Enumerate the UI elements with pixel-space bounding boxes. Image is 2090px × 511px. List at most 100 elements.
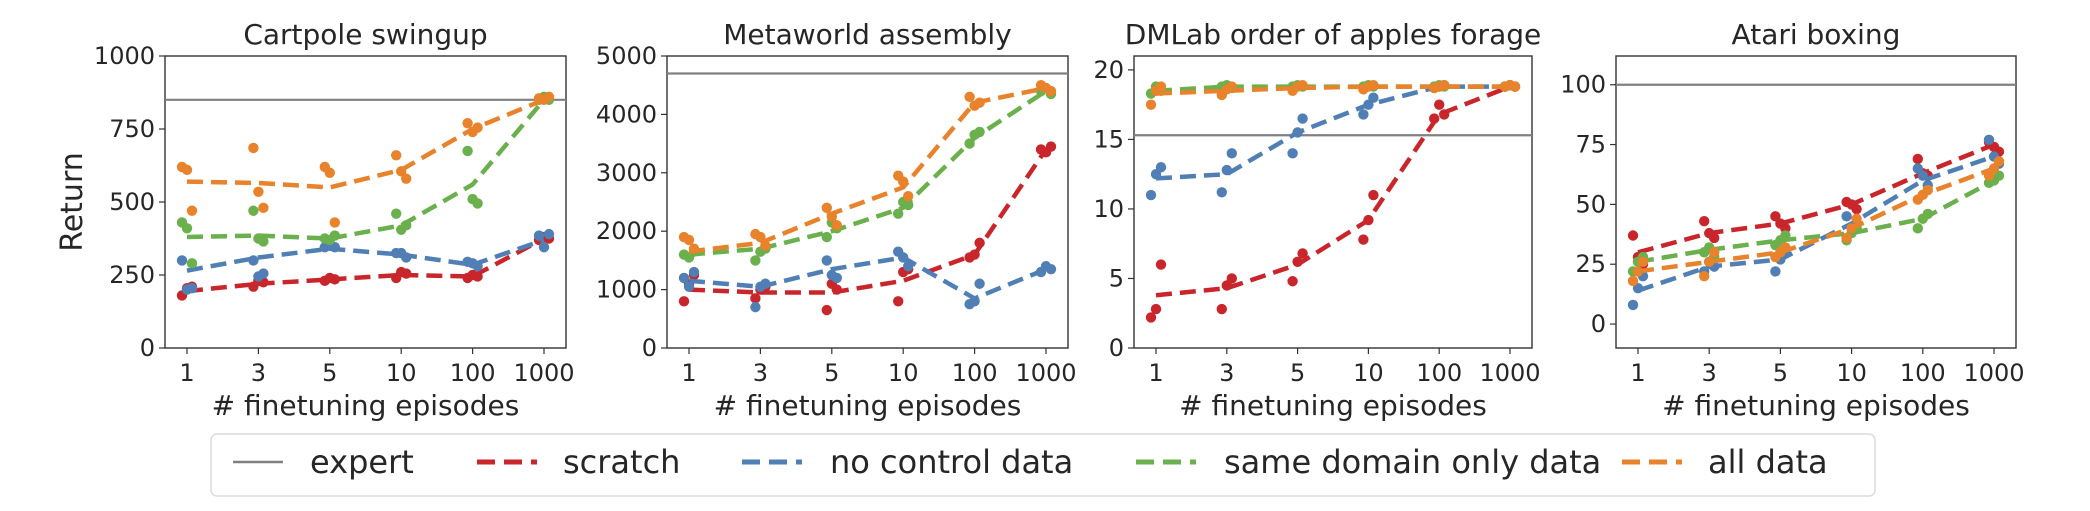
data-point-scratch (831, 284, 842, 295)
data-point-scratch (1292, 256, 1303, 267)
data-point-no_control (258, 268, 269, 279)
data-point-all_data (186, 205, 198, 216)
series-line-all_data (688, 85, 1047, 254)
data-point-no_control (1145, 189, 1157, 201)
data-point-same_domain (329, 230, 340, 241)
data-point-same_domain (821, 231, 832, 243)
data-point-no_control (1155, 162, 1167, 173)
x-tick-label: 100 (1416, 359, 1462, 387)
y-tick-label: 0 (140, 334, 155, 362)
data-point-scratch (472, 271, 483, 282)
data-point-all_data (964, 91, 975, 103)
data-point-no_control (678, 272, 690, 284)
data-point-scratch (1780, 223, 1791, 234)
data-point-scratch (1627, 230, 1639, 241)
x-tick-label: 3 (753, 359, 768, 387)
y-tick-label: 250 (109, 261, 155, 289)
data-point-no_control (1358, 109, 1369, 120)
data-point-scratch (1045, 141, 1057, 152)
x-tick-label: 1 (179, 359, 194, 387)
data-point-scratch (1287, 276, 1298, 287)
series-line-scratch (1637, 142, 1995, 255)
y-tick-label: 20 (1093, 56, 1124, 84)
x-tick-label: 1 (681, 359, 696, 387)
plot-frame (1615, 55, 2017, 349)
x-tick-label: 5 (1290, 359, 1305, 387)
y-tick-label: 1000 (94, 42, 155, 70)
data-point-scratch (750, 293, 761, 304)
data-point-all_data (974, 97, 985, 108)
data-point-scratch (329, 274, 340, 285)
plot-frame (1133, 55, 1533, 349)
x-axis-label: # finetuning episodes (714, 389, 1022, 422)
y-axis-label: Return (55, 152, 90, 252)
x-tick-label: 5 (322, 359, 337, 387)
data-point-no_control (1216, 187, 1228, 198)
y-tick-label: 25 (1575, 250, 1606, 278)
x-tick-label: 100 (1900, 359, 1946, 387)
data-point-all_data (401, 173, 412, 184)
data-point-all_data (1922, 184, 1934, 196)
data-point-no_control (1221, 164, 1233, 176)
data-point-same_domain (964, 138, 975, 149)
data-point-same_domain (750, 255, 761, 266)
y-tick-label: 15 (1093, 125, 1124, 153)
data-point-all_data (1145, 99, 1157, 110)
data-point-all_data (755, 231, 766, 243)
data-point-scratch (1368, 189, 1379, 201)
data-point-no_control (1226, 148, 1238, 159)
plot-frame (666, 55, 1069, 349)
legend-label-no-control: no control data (830, 443, 1073, 481)
data-point-all_data (1627, 275, 1639, 287)
x-tick-label: 3 (251, 359, 266, 387)
data-point-no_control (1770, 266, 1781, 277)
data-point-no_control (329, 242, 340, 253)
data-point-same_domain (248, 205, 259, 216)
data-point-scratch (1358, 234, 1369, 245)
y-tick-label: 10 (1093, 195, 1124, 223)
x-axis-label: # finetuning episodes (1179, 389, 1487, 422)
data-point-scratch (821, 304, 832, 316)
x-tick-label: 3 (1219, 359, 1234, 387)
data-point-scratch (1699, 215, 1710, 227)
data-point-all_data (1841, 232, 1852, 244)
data-point-same_domain (893, 208, 904, 219)
data-point-same_domain (391, 208, 402, 219)
legend-label-same-domain: same domain only data (1224, 443, 1601, 481)
x-tick-label: 10 (1353, 359, 1384, 387)
data-point-no_control (760, 278, 771, 289)
series-line-all_data (186, 97, 545, 190)
data-point-all_data (396, 166, 407, 177)
data-point-scratch (1851, 203, 1862, 215)
data-point-all_data (1846, 223, 1857, 234)
data-point-same_domain (903, 199, 914, 211)
x-tick-label: 1 (1630, 359, 1645, 387)
data-point-all_data (1704, 256, 1715, 268)
legend: expert scratch no control data same doma… (210, 433, 1876, 497)
data-point-scratch (1216, 303, 1228, 315)
data-point-same_domain (472, 198, 483, 209)
data-point-all_data (1709, 247, 1720, 258)
data-point-all_data (472, 122, 483, 133)
series-line-scratch (688, 148, 1048, 295)
data-point-no_control (1045, 263, 1057, 275)
data-point-scratch (1226, 273, 1238, 284)
data-point-no_control (248, 255, 259, 266)
x-tick-label: 10 (1836, 359, 1867, 387)
data-point-all_data (1368, 80, 1379, 91)
data-point-scratch (678, 296, 690, 307)
x-tick-label: 1 (1148, 359, 1163, 387)
chart-panel: 0 1000 2000 3000 4000 5000 1 3 5 10 100 1000 Metawor… (596, 18, 1077, 422)
y-tick-label: 2000 (596, 217, 657, 245)
x-tick-label: 1000 (1479, 359, 1540, 387)
data-point-all_data (821, 202, 832, 214)
x-tick-label: 3 (1702, 359, 1717, 387)
series-line-scratch (1155, 84, 1511, 298)
y-tick-label: 100 (1560, 71, 1606, 99)
data-point-no_control (821, 255, 832, 266)
x-tick-label: 10 (386, 359, 417, 387)
data-point-all_data (1637, 256, 1649, 268)
data-point-scratch (1439, 109, 1450, 120)
